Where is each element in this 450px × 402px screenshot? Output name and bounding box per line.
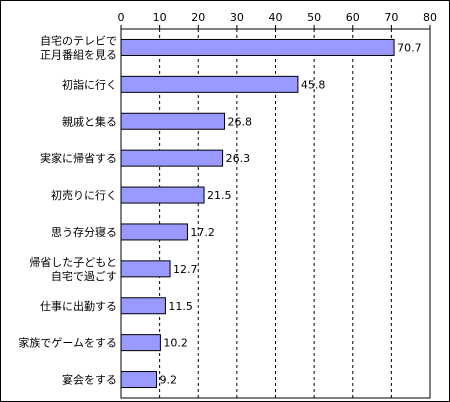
category-label: 親戚と集る: [62, 114, 117, 128]
data-label: 26.3: [226, 152, 251, 165]
data-label: 21.5: [207, 189, 232, 202]
tick-label-x: 30: [230, 11, 244, 24]
tick-label-x: 10: [153, 11, 167, 24]
tick-label-x: 60: [346, 11, 360, 24]
bar: [120, 186, 205, 204]
data-label: 17.2: [190, 226, 215, 239]
data-label: 9.2: [160, 374, 178, 387]
data-label: 45.8: [301, 78, 326, 91]
category-label: 自宅のテレビで: [40, 33, 117, 47]
data-label: 26.8: [228, 115, 253, 128]
category-label: 仕事に出勤する: [40, 299, 117, 313]
category-label: 実家に帰省する: [40, 151, 117, 165]
bar: [120, 112, 226, 130]
bar: [120, 297, 166, 315]
tick-label-x: 40: [269, 11, 283, 24]
tick-label-x: 50: [307, 11, 321, 24]
data-label: 10.2: [163, 337, 188, 350]
bar: [120, 38, 395, 56]
bar: [120, 75, 299, 93]
category-label: 自宅で過ごす: [51, 269, 117, 283]
bar: [120, 260, 171, 278]
category-label: 初詣に行く: [62, 77, 117, 91]
tick-label-x: 0: [118, 11, 125, 24]
bar: [120, 149, 224, 167]
category-label: 思う存分寝る: [51, 225, 117, 239]
data-label: 11.5: [168, 300, 193, 313]
tick-label-x: 20: [191, 11, 205, 24]
bar: [120, 334, 161, 352]
data-label: 12.7: [173, 263, 198, 276]
category-label: 宴会をする: [62, 373, 117, 387]
category-label: 帰省した子どもと: [29, 256, 117, 269]
category-label: 正月番組を見る: [40, 48, 117, 61]
category-label: 家族でゲームをする: [18, 336, 117, 350]
bar: [120, 223, 188, 241]
tick-label-x: 80: [423, 11, 437, 24]
category-label: 初売りに行く: [51, 188, 117, 202]
data-label: 70.7: [397, 41, 422, 54]
bar: [120, 371, 158, 389]
tick-label-x: 70: [384, 11, 398, 24]
